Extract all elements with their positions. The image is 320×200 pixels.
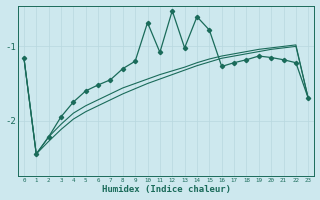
X-axis label: Humidex (Indice chaleur): Humidex (Indice chaleur) xyxy=(101,185,231,194)
